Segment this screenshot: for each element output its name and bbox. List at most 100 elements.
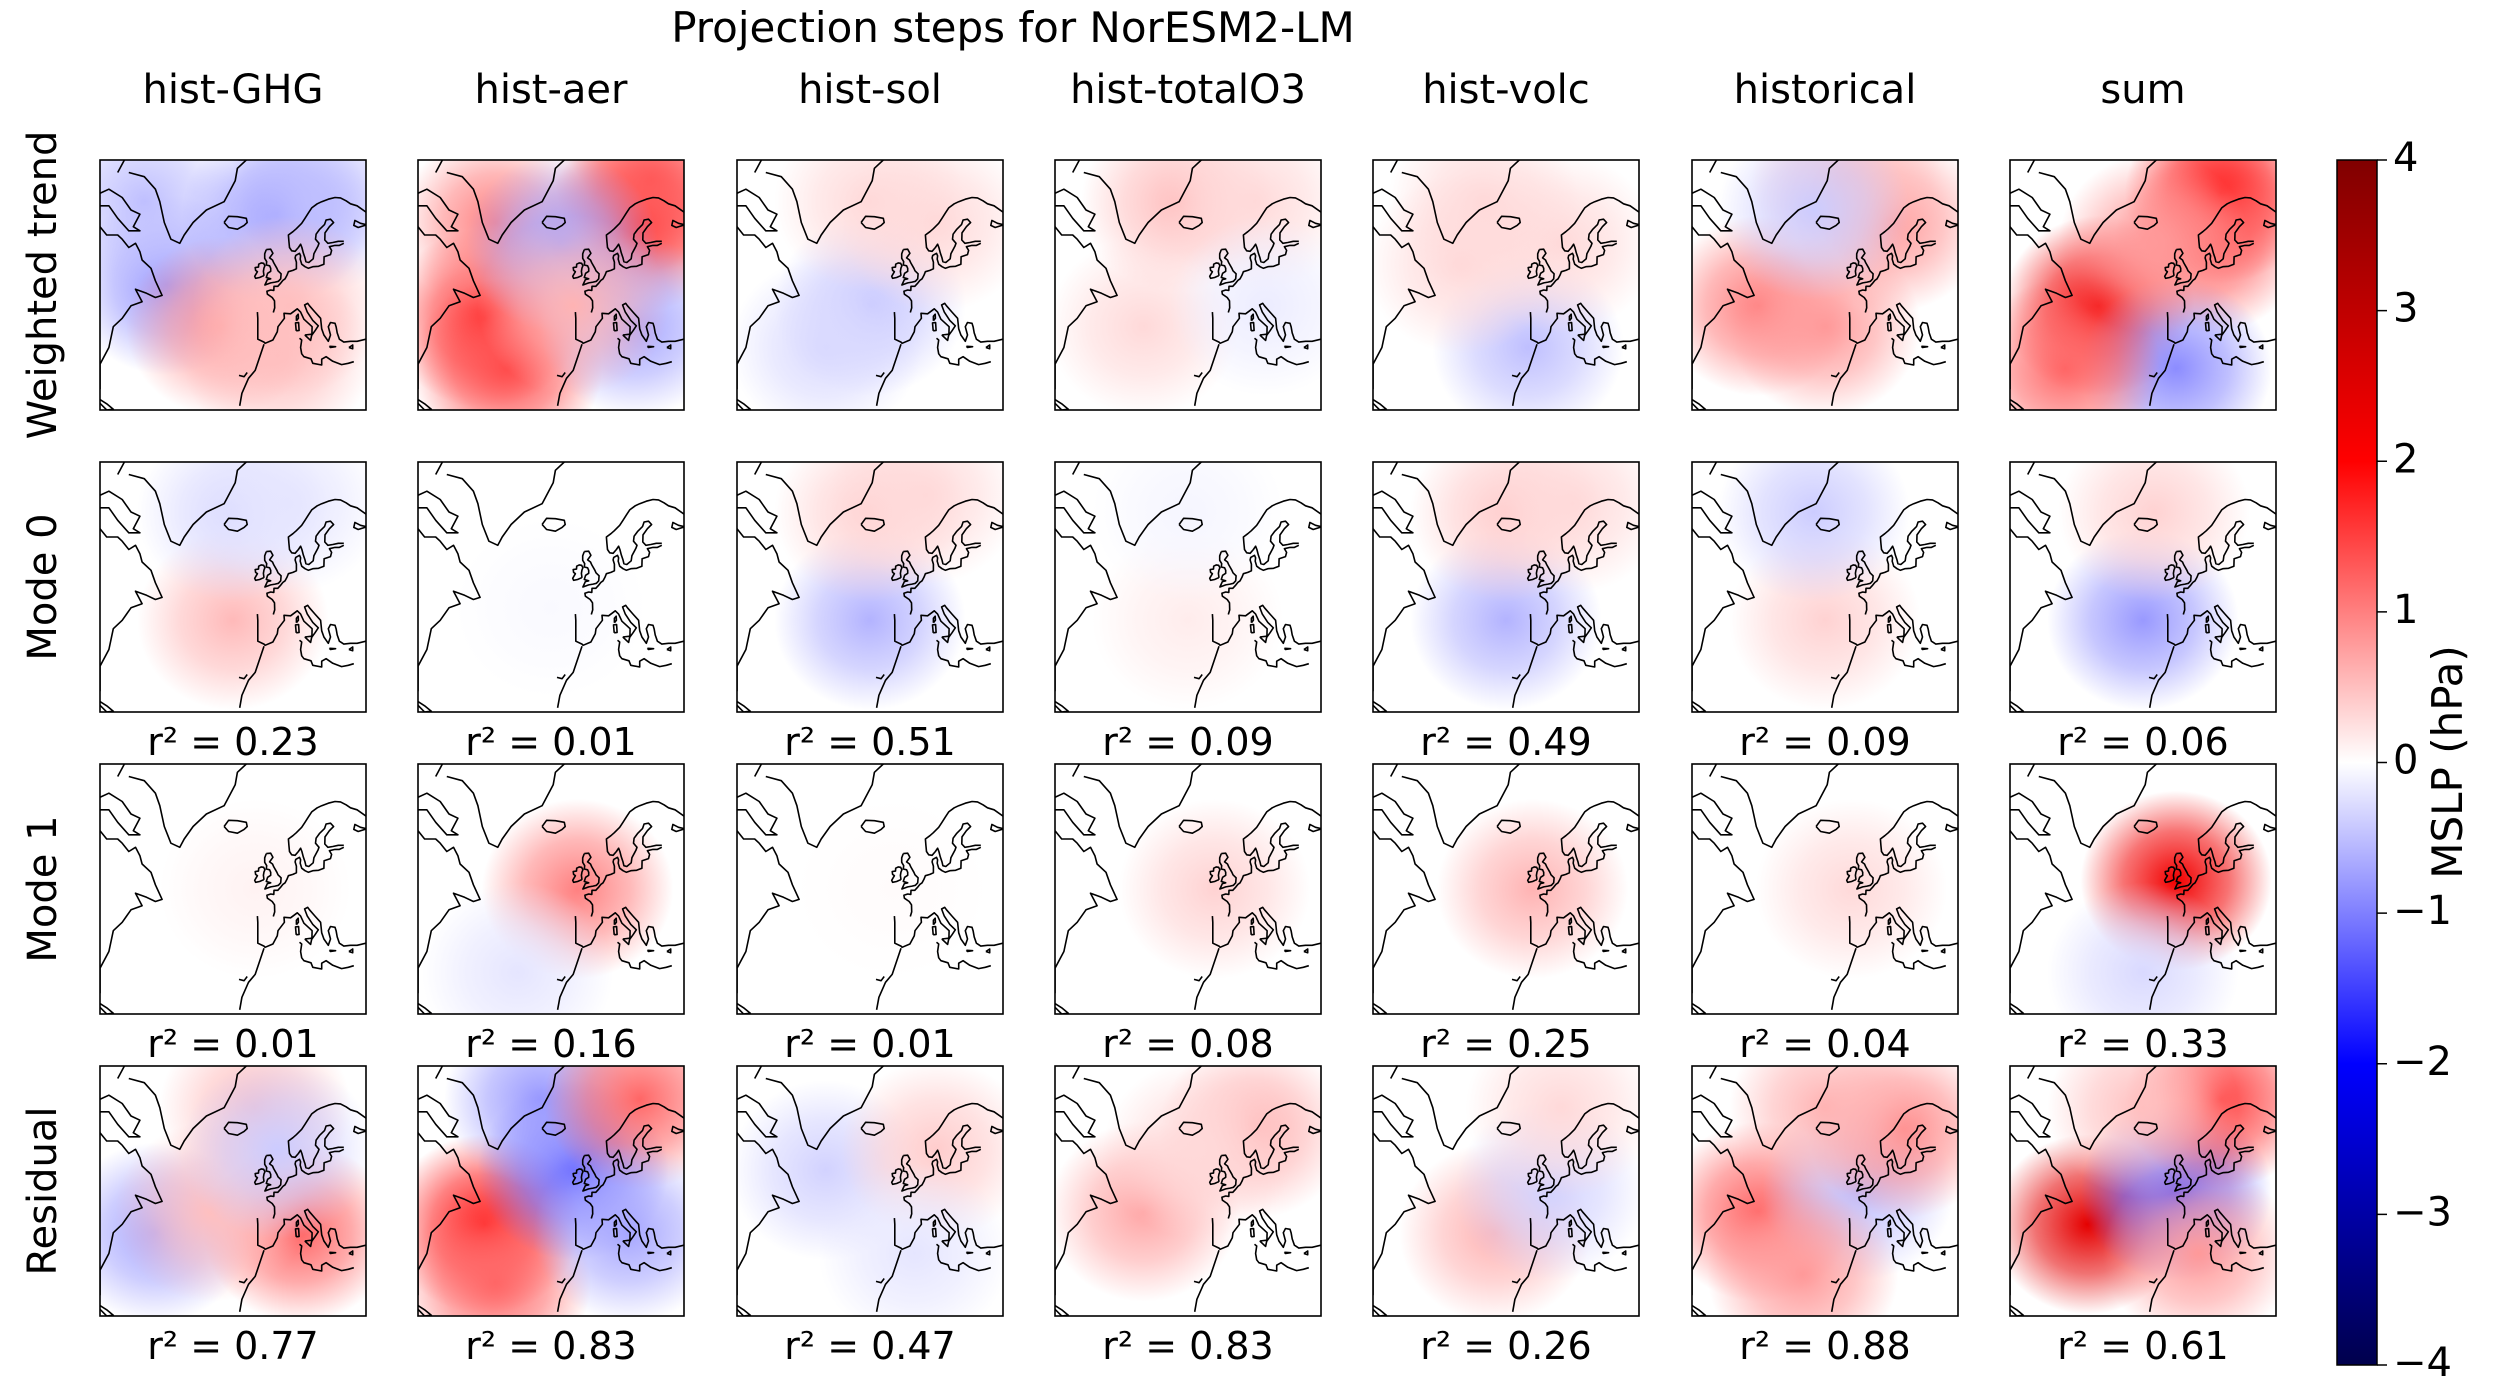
coastline xyxy=(1567,623,1573,634)
pressure-field xyxy=(418,764,684,1022)
coastline xyxy=(446,462,565,547)
coastline xyxy=(434,160,444,173)
coastline xyxy=(924,800,1003,868)
coastline xyxy=(1511,372,1521,378)
colorbar-ticks: 4 3 2 1 0 −1 −2 −3 −4 xyxy=(2377,135,2452,1386)
panel-frame xyxy=(1372,159,1640,411)
panel-residual-hist-ghg xyxy=(99,1065,367,1317)
coastline xyxy=(890,1168,903,1186)
coastline xyxy=(223,215,248,230)
coastline xyxy=(1940,1250,1946,1256)
coastline xyxy=(1720,160,1839,245)
coastlines xyxy=(737,764,1003,1014)
coastline xyxy=(541,1121,566,1136)
coastline xyxy=(1193,947,1220,1010)
panel-frame xyxy=(736,159,1004,411)
coastline xyxy=(571,1168,584,1186)
coastline xyxy=(1720,1066,1839,1151)
coastline xyxy=(646,1251,655,1255)
coastline xyxy=(990,219,1003,229)
coastline xyxy=(2038,417,2042,418)
coastline xyxy=(617,337,673,366)
coastline xyxy=(418,1132,481,1296)
coastline xyxy=(1891,941,1947,970)
low-pressure-anomaly xyxy=(737,257,922,410)
coastline xyxy=(1242,1102,1321,1170)
coastline xyxy=(754,711,760,712)
coastline xyxy=(294,623,300,634)
coastline xyxy=(1218,1154,1237,1192)
coastline xyxy=(353,219,366,229)
coastline xyxy=(2166,1208,2276,1251)
coastline xyxy=(294,321,300,332)
coastline xyxy=(2038,1021,2042,1022)
coastline xyxy=(2197,800,2276,868)
coastline xyxy=(446,1021,450,1022)
coastline xyxy=(646,647,655,651)
coastline xyxy=(932,313,937,322)
panel-mode-1-hist-sol xyxy=(736,763,1004,1015)
coastline xyxy=(893,604,1003,647)
coastline xyxy=(1401,1323,1405,1324)
coastline xyxy=(737,226,800,390)
coastline xyxy=(1601,647,1610,651)
coastline xyxy=(2010,528,2073,692)
coastline xyxy=(584,544,663,615)
coastline xyxy=(1526,866,1539,884)
coastline xyxy=(1055,1304,1070,1316)
panel-frame xyxy=(2009,763,2277,1015)
coastline xyxy=(1308,521,1321,531)
coastline xyxy=(1896,937,1905,946)
coastline xyxy=(1815,1121,1840,1136)
coastline xyxy=(646,345,655,349)
coastline xyxy=(1830,343,1857,406)
coastline xyxy=(754,1013,760,1014)
coastline xyxy=(1572,941,1628,970)
coastlines xyxy=(100,1066,366,1316)
coastline xyxy=(1254,1243,1310,1272)
coastlines xyxy=(1373,764,1639,1014)
coastline xyxy=(434,1066,444,1079)
coastline xyxy=(2209,1243,2265,1272)
coastline xyxy=(737,188,778,232)
coastline xyxy=(1496,517,1521,532)
coastline xyxy=(418,792,459,836)
coastline xyxy=(1626,823,1639,833)
coastline xyxy=(1193,674,1203,680)
coastline xyxy=(1259,333,1268,342)
coastline xyxy=(1830,1249,1857,1312)
coastline xyxy=(1940,344,1946,350)
coastline xyxy=(581,550,600,588)
coastline xyxy=(2133,819,2158,834)
coastline xyxy=(446,417,450,418)
pressure-field xyxy=(418,462,684,712)
coastline xyxy=(931,321,937,332)
coastline xyxy=(353,823,366,833)
coastline xyxy=(1568,313,1573,322)
coastline xyxy=(1250,1219,1255,1228)
coastline xyxy=(328,647,337,651)
pressure-field xyxy=(1055,160,1321,410)
coastline xyxy=(1692,830,1755,994)
coastline xyxy=(556,343,583,406)
coastline xyxy=(294,925,300,936)
high-pressure-anomaly xyxy=(1476,462,1639,594)
coastline xyxy=(2010,490,2051,534)
coastline xyxy=(556,947,583,1010)
coastline xyxy=(2204,623,2210,634)
coastlines xyxy=(1692,764,1958,1014)
coastline xyxy=(1218,550,1237,588)
coastline xyxy=(613,1219,618,1228)
coastlines xyxy=(2010,462,2276,712)
pressure-field xyxy=(2010,160,2276,418)
coastline xyxy=(765,719,769,720)
high-pressure-anomaly xyxy=(796,799,988,979)
coastline xyxy=(1601,345,1610,349)
high-pressure-anomaly xyxy=(1729,1066,1921,1198)
coastline xyxy=(1940,948,1946,954)
coastline xyxy=(1208,1168,1221,1186)
coastline xyxy=(1601,949,1610,953)
coastline xyxy=(985,1250,991,1256)
coastline xyxy=(1242,196,1321,264)
coastline xyxy=(295,615,300,624)
